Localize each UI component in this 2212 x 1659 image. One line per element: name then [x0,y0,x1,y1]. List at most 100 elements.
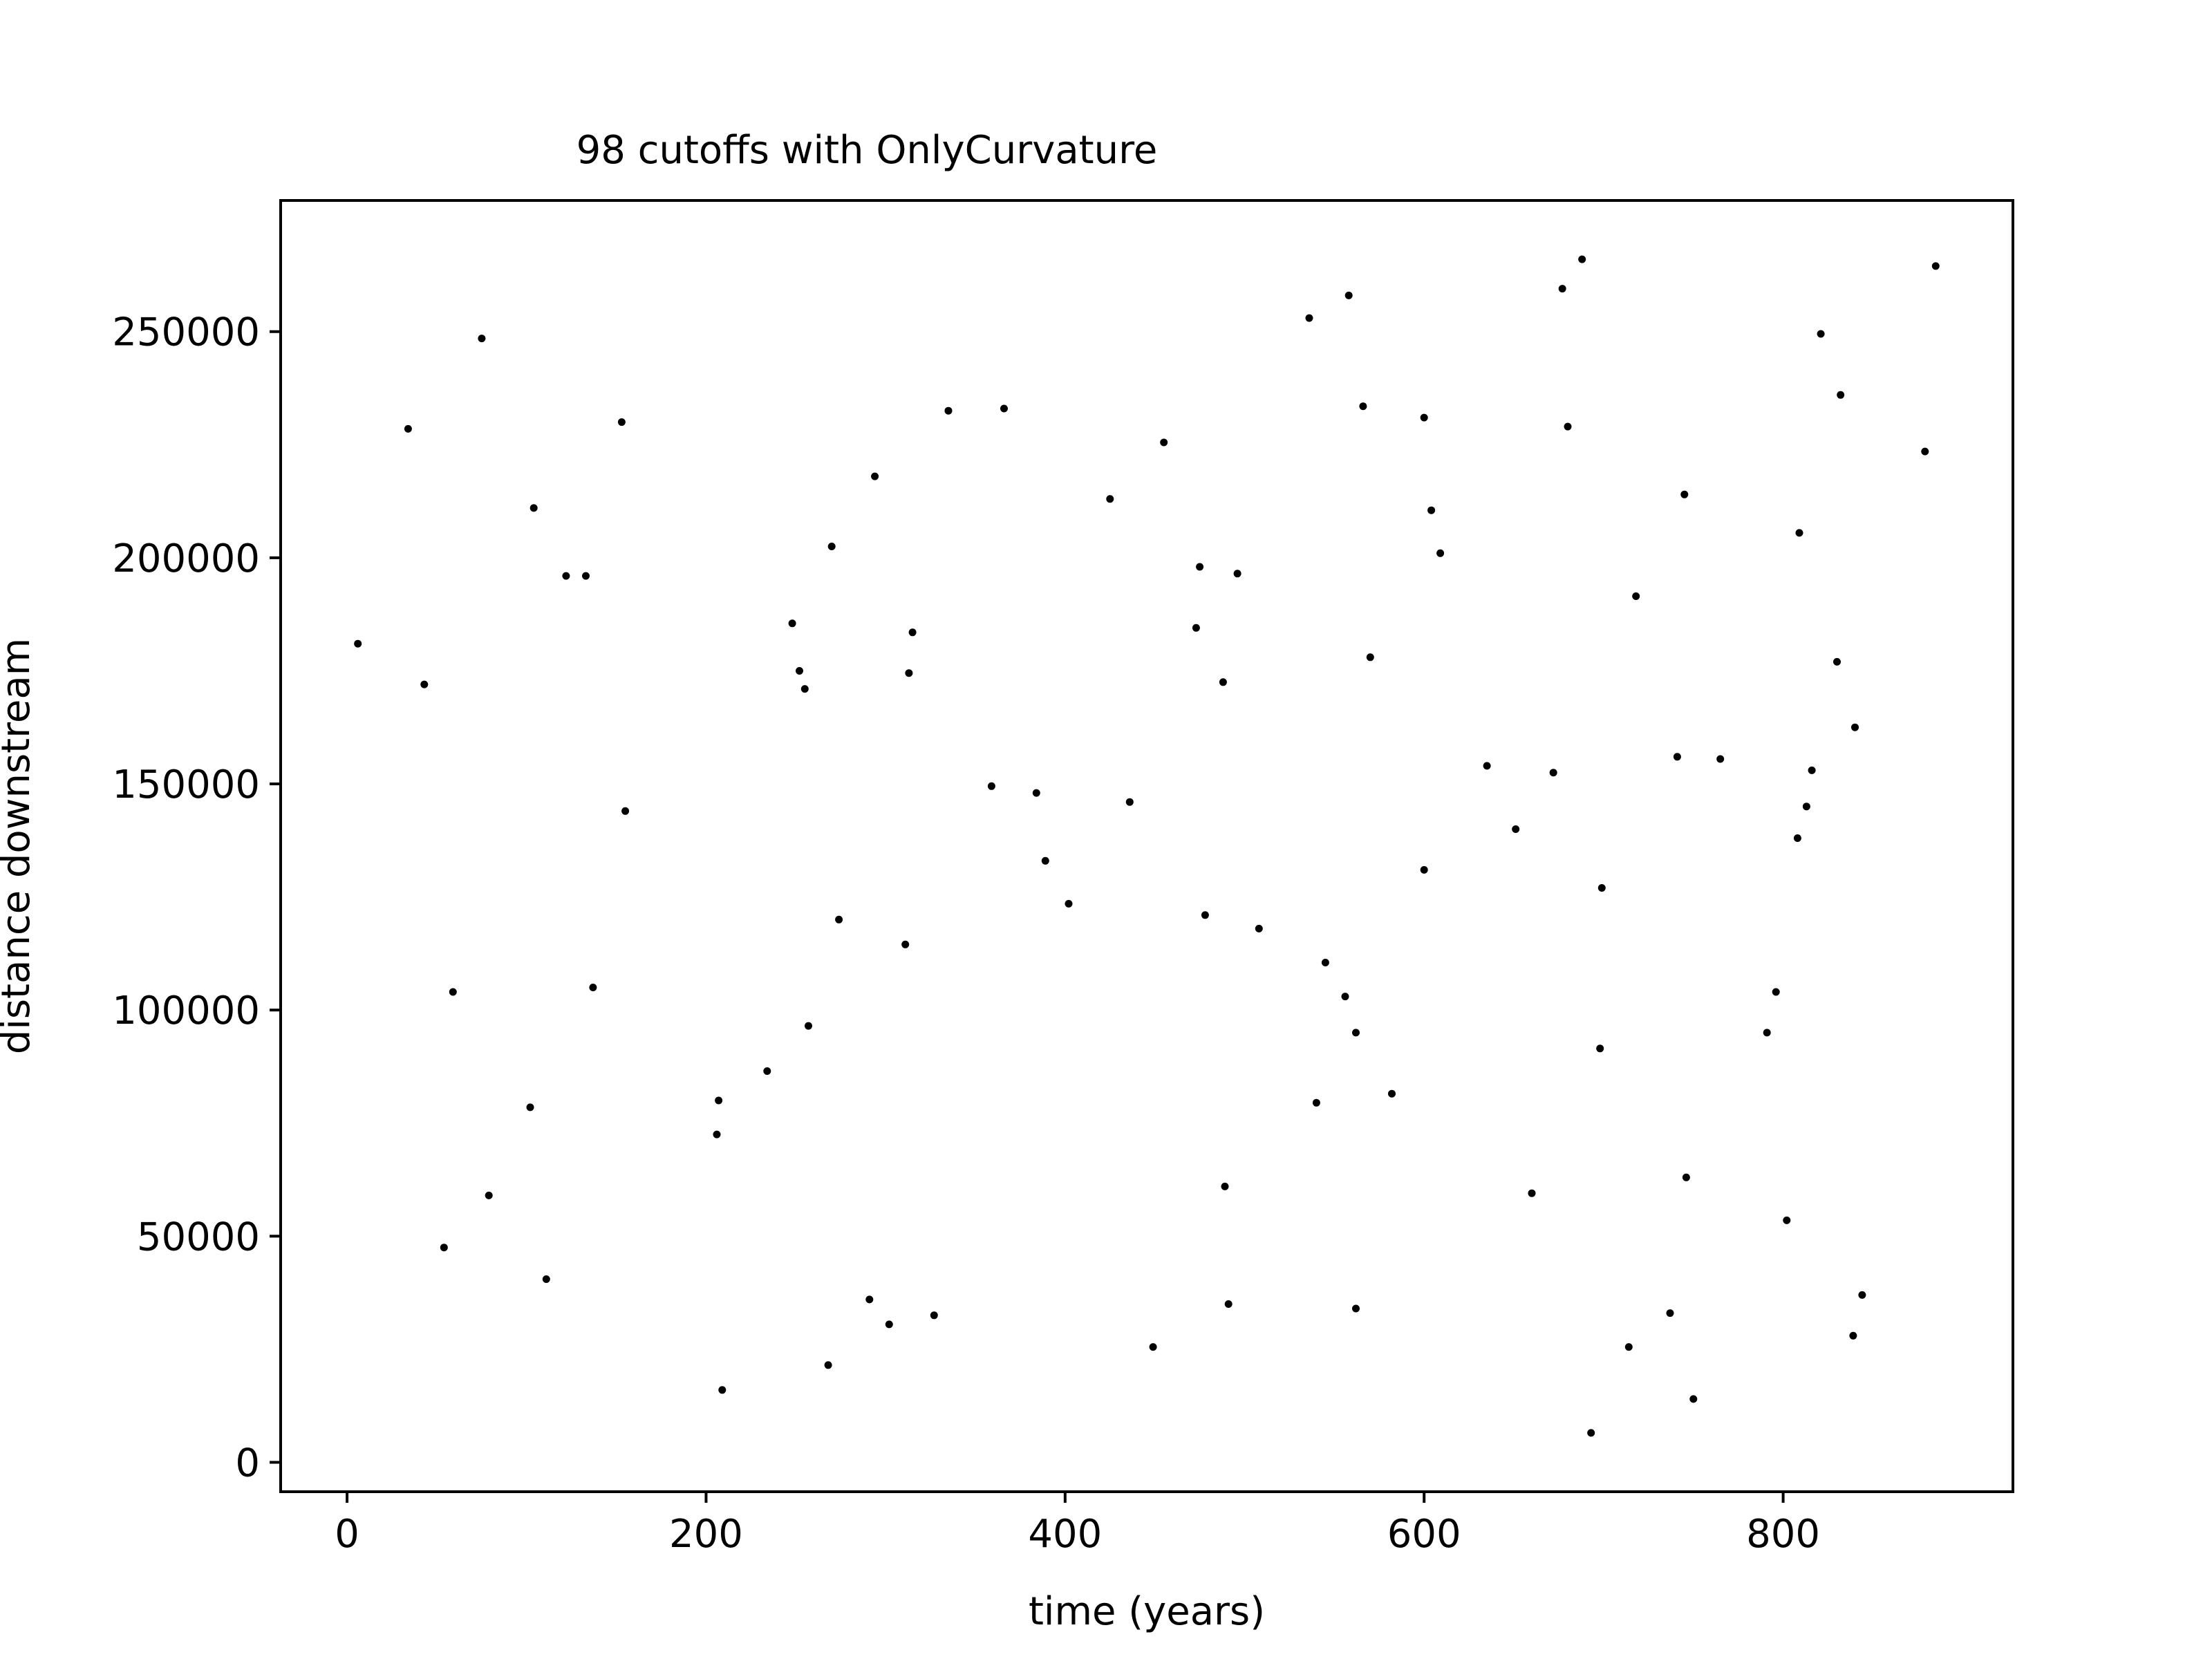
data-point [1196,563,1204,571]
data-point [562,572,570,580]
data-point [1680,490,1689,498]
data-point [1233,570,1241,578]
data-point [715,1096,723,1105]
data-point [788,619,796,628]
data-point [1858,1291,1866,1299]
data-point [1106,495,1114,503]
data-point [1578,255,1586,263]
data-point [1201,911,1209,919]
data-point [404,424,412,433]
y-tick-label: 50000 [137,1215,260,1259]
data-point [908,628,917,637]
data-point [1682,1173,1690,1181]
data-point [1564,422,1572,431]
data-point [582,572,590,580]
data-point [1221,1182,1229,1190]
data-point [901,940,910,948]
data-point [1596,1044,1604,1053]
data-point [713,1130,721,1138]
x-axis-label: time (years) [1029,1589,1265,1634]
data-point [1802,803,1810,811]
data-point [1219,678,1227,686]
data-point [617,418,626,427]
data-point [1420,865,1428,874]
data-point [1149,1343,1157,1351]
data-point [1032,789,1040,797]
data-point [440,1244,448,1252]
data-point [1597,884,1606,892]
data-point [718,1386,727,1394]
data-point [930,1311,938,1320]
data-point [1837,391,1845,399]
y-tick-label: 250000 [112,310,260,355]
data-point [478,335,486,343]
data-point [1587,1429,1595,1437]
data-point [1436,549,1445,557]
data-point [529,504,538,512]
x-tick-label: 400 [1028,1512,1102,1557]
data-point [1041,856,1049,865]
data-point [1921,447,1929,456]
data-point [1321,959,1329,966]
data-point [827,543,836,550]
chart-title: 98 cutoffs with OnlyCurvature [577,128,1158,173]
data-point [1352,1304,1360,1313]
data-point [800,685,809,693]
data-point [1483,762,1491,770]
data-point [824,1361,832,1369]
x-tick-label: 200 [669,1512,743,1557]
data-point [1632,592,1640,600]
data-point [1065,899,1073,908]
data-point [354,639,362,648]
data-points [354,255,1940,1437]
data-point [1689,1395,1698,1403]
x-tick-label: 600 [1387,1512,1461,1557]
y-tick-label: 150000 [112,762,260,807]
y-tick-label: 100000 [112,988,260,1033]
data-point [1427,506,1436,514]
data-point [1512,825,1520,833]
data-point [1160,438,1168,447]
data-point [885,1320,893,1329]
data-point [763,1067,771,1075]
x-axis: 0 200 400 600 800 [335,1492,1820,1557]
data-point [1793,834,1801,842]
data-point [1849,1331,1857,1340]
y-axis: 0 50000 100000 150000 200000 250000 [112,310,281,1485]
y-tick-label: 0 [235,1441,260,1485]
data-point [1549,769,1557,777]
data-point [1344,291,1353,299]
data-point [1388,1089,1396,1098]
data-point [1312,1098,1320,1107]
y-axis-label: distance downstream [0,638,39,1054]
data-point [1125,798,1134,806]
data-point [1624,1343,1633,1351]
data-point [1716,755,1725,763]
data-point [420,680,429,688]
data-point [1305,314,1313,322]
data-point [905,669,913,677]
data-point [1558,285,1566,293]
data-point [987,782,995,790]
data-point [865,1295,874,1304]
data-point [871,472,879,480]
data-point [1341,993,1349,1001]
data-point [944,406,953,415]
data-point [1817,330,1825,338]
data-point [1795,529,1803,537]
y-tick-label: 200000 [112,536,260,581]
data-point [1255,924,1263,932]
data-point [449,988,457,996]
data-point [1420,413,1428,422]
data-point [1366,653,1374,662]
data-point [1851,723,1859,731]
data-point [1666,1309,1674,1318]
data-point [1192,624,1200,632]
data-point [589,984,597,991]
data-point [805,1022,812,1030]
data-point [542,1275,550,1283]
data-point [796,667,803,675]
data-point [485,1191,493,1199]
data-point [621,807,630,815]
